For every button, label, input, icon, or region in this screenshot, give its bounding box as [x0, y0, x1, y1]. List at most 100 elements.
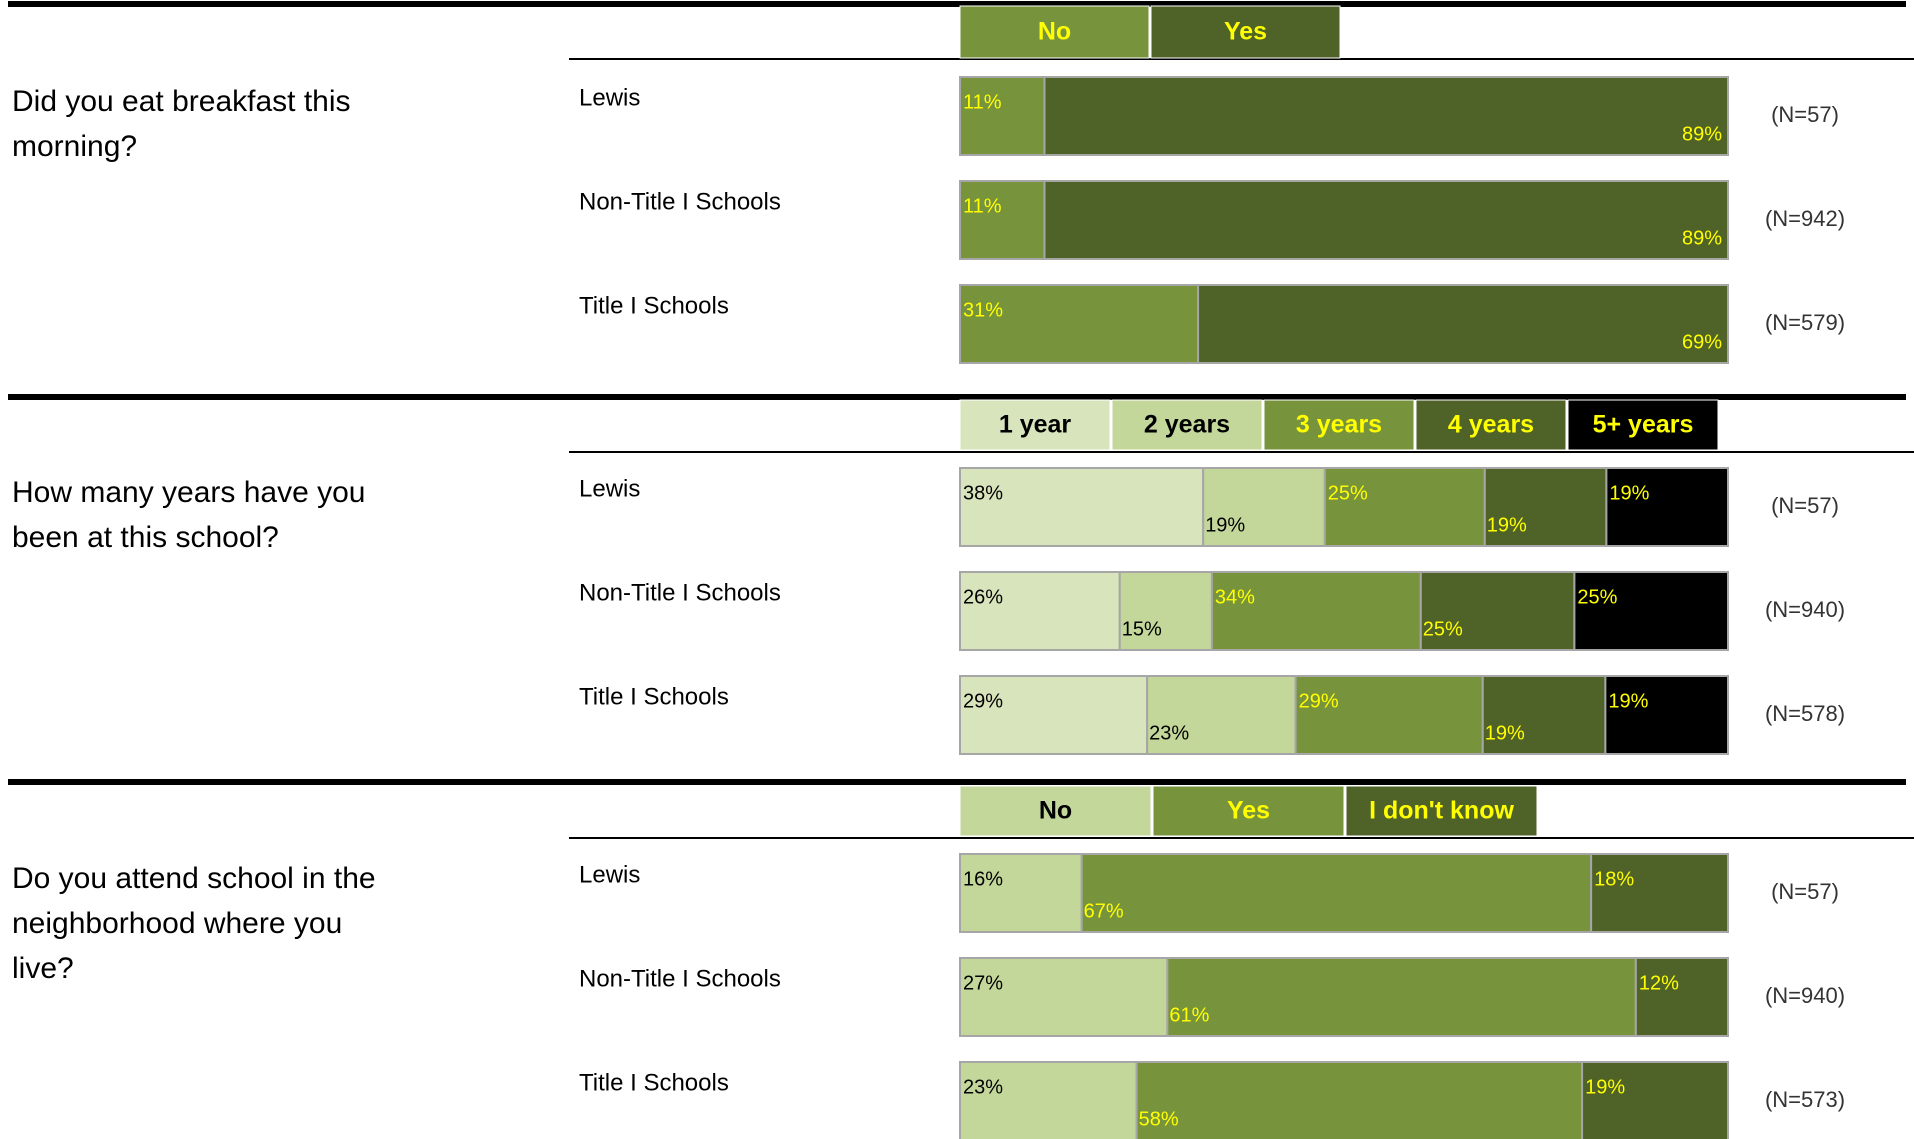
- question: How many years have you been at this scho…: [12, 476, 366, 554]
- value-label: 38%: [963, 482, 1003, 504]
- value-label: 26%: [963, 586, 1003, 608]
- legend-swatch: [959, 399, 1111, 451]
- value-label: 19%: [1609, 482, 1649, 504]
- value-label: 89%: [1682, 227, 1722, 249]
- legend-swatch: [1150, 5, 1341, 59]
- value-label: 31%: [963, 299, 1003, 321]
- n-label: (N=57): [1771, 102, 1839, 127]
- bar-segment: [1634, 957, 1729, 1037]
- legend-swatch: [1111, 399, 1263, 451]
- legend-swatch: [1567, 399, 1719, 451]
- bar-segment: [1604, 675, 1730, 755]
- legend-label: No: [1038, 18, 1071, 46]
- bar-segment: [959, 957, 1169, 1037]
- value-label: 15%: [1122, 618, 1162, 640]
- value-label: 23%: [963, 1076, 1003, 1098]
- question: Did you eat breakfast this morning?: [12, 85, 351, 163]
- n-label: (N=57): [1771, 879, 1839, 904]
- n-label: (N=942): [1765, 206, 1845, 231]
- category-label: Lewis: [579, 84, 640, 111]
- legend-swatch: [959, 785, 1152, 837]
- legend-swatch: [959, 5, 1150, 59]
- legend-swatch: [1415, 399, 1567, 451]
- bar-segment: [1483, 467, 1608, 547]
- value-label: 16%: [963, 868, 1003, 890]
- value-label: 29%: [1299, 690, 1339, 712]
- legend-swatch: [1263, 399, 1415, 451]
- legend-label: 3 years: [1296, 411, 1382, 439]
- legend-label: 4 years: [1448, 411, 1534, 439]
- question: Do you attend school in the neighborhood …: [12, 862, 376, 985]
- value-label: 18%: [1594, 868, 1634, 890]
- category-label: Title I Schools: [579, 292, 729, 319]
- bar-segment: [1043, 76, 1729, 156]
- bar-segment: [1419, 571, 1576, 651]
- category-label: Title I Schools: [579, 683, 729, 710]
- value-label: 25%: [1423, 618, 1463, 640]
- value-label: 25%: [1577, 586, 1617, 608]
- value-label: 61%: [1169, 1004, 1209, 1026]
- category-label: Non-Title I Schools: [579, 188, 781, 215]
- bar-segment: [959, 467, 1205, 547]
- value-label: 23%: [1149, 722, 1189, 744]
- n-label: (N=940): [1765, 983, 1845, 1008]
- bar-segment: [959, 1061, 1138, 1139]
- value-label: 11%: [963, 91, 1002, 113]
- n-label: (N=578): [1765, 701, 1845, 726]
- value-label: 89%: [1682, 123, 1722, 145]
- legend-swatch: [1345, 785, 1538, 837]
- legend-swatch: [1152, 785, 1345, 837]
- n-label: (N=573): [1765, 1087, 1845, 1112]
- value-label: 19%: [1487, 514, 1527, 536]
- bar-segment: [1146, 675, 1297, 755]
- value-label: 25%: [1328, 482, 1368, 504]
- n-label: (N=57): [1771, 493, 1839, 518]
- value-label: 11%: [963, 195, 1002, 217]
- bar-segment: [1590, 853, 1729, 933]
- value-label: 58%: [1139, 1108, 1179, 1130]
- value-label: 19%: [1205, 514, 1245, 536]
- bar-segment: [959, 675, 1149, 755]
- n-label: (N=940): [1765, 597, 1845, 622]
- bar-segment: [1118, 571, 1213, 651]
- legend-label: I don't know: [1369, 797, 1514, 825]
- value-label: 67%: [1084, 900, 1124, 922]
- bar-segment: [1323, 467, 1486, 547]
- bar-segment: [1605, 467, 1730, 547]
- category-label: Title I Schools: [579, 1069, 729, 1096]
- bar-segment: [959, 76, 1046, 156]
- bar-segment: [1043, 180, 1729, 260]
- value-label: 19%: [1485, 722, 1525, 744]
- value-label: 29%: [963, 690, 1003, 712]
- category-label: Lewis: [579, 861, 640, 888]
- value-label: 12%: [1639, 972, 1679, 994]
- bar-segment: [959, 284, 1200, 364]
- bar-segment: [1573, 571, 1730, 651]
- bar-segment: [1080, 853, 1593, 933]
- legend-label: 5+ years: [1593, 411, 1694, 439]
- category-label: Non-Title I Schools: [579, 965, 781, 992]
- legend-label: 1 year: [999, 411, 1072, 439]
- legend-label: Yes: [1227, 797, 1270, 825]
- bar-segment: [1581, 1061, 1729, 1139]
- bar-segment: [1135, 1061, 1584, 1139]
- legend-label: No: [1039, 797, 1072, 825]
- value-label: 27%: [963, 972, 1003, 994]
- bar-segment: [959, 180, 1046, 260]
- bar-segment: [1481, 675, 1607, 755]
- category-label: Non-Title I Schools: [579, 579, 781, 606]
- bar-segment: [1294, 675, 1484, 755]
- value-label: 69%: [1682, 331, 1722, 353]
- bar-segment: [1197, 284, 1729, 364]
- bar-segment: [959, 853, 1083, 933]
- value-label: 19%: [1585, 1076, 1625, 1098]
- bar-segment: [1210, 571, 1422, 651]
- category-label: Lewis: [579, 475, 640, 502]
- legend-label: 2 years: [1144, 411, 1230, 439]
- n-label: (N=579): [1765, 310, 1845, 335]
- bar-segment: [1166, 957, 1637, 1037]
- value-label: 19%: [1608, 690, 1648, 712]
- bar-segment: [959, 571, 1121, 651]
- legend-label: Yes: [1224, 18, 1267, 46]
